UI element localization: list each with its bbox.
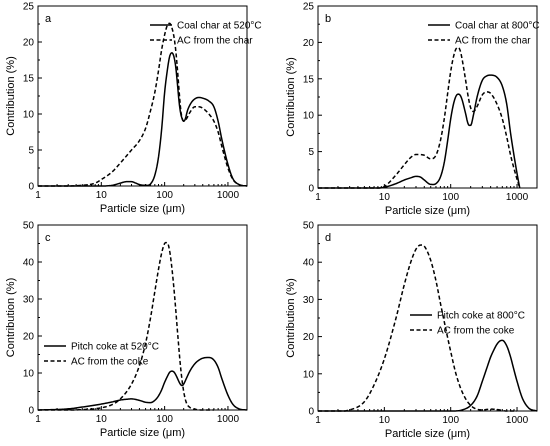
x-tick-label: 1000 xyxy=(217,414,240,425)
legend-label: AC from the coke xyxy=(71,357,149,368)
chart-panel-d: 0 10 20 30 40 50 1 10 100 1000 Particle size (μm) C… xyxy=(285,221,538,440)
x-tick-label: 100 xyxy=(156,414,173,425)
y-axis-label: Contribution (%) xyxy=(285,57,297,136)
x-axis-label: Particle size (μm) xyxy=(385,205,470,217)
chart-panel-c: 0 10 20 30 40 50 1 10 100 1000 Particle size (μm) C… xyxy=(5,221,248,439)
x-tick-label: 10 xyxy=(379,192,391,203)
series-line-solid xyxy=(37,356,248,411)
series-line-dashed xyxy=(37,22,248,187)
y-tick-label: 10 xyxy=(303,111,315,122)
x-tick-label: 1 xyxy=(35,414,41,425)
y-tick-label: 25 xyxy=(303,2,315,13)
legend-label: Pitch coke at 520°C xyxy=(71,342,159,353)
series-line-dashed xyxy=(317,244,518,412)
x-tick-label: 1 xyxy=(315,192,321,203)
x-tick-label: 100 xyxy=(442,192,459,203)
x-tick-label: 10 xyxy=(379,415,391,426)
y-axis-label: Contribution (%) xyxy=(285,278,297,357)
y-tick-label: 15 xyxy=(303,74,315,85)
y-tick-label: 0 xyxy=(28,182,34,193)
y-axis-label: Contribution (%) xyxy=(5,278,17,357)
x-axis-label: Particle size (μm) xyxy=(100,203,185,215)
x-tick-label: 100 xyxy=(442,415,459,426)
y-tick-label: 20 xyxy=(303,38,315,49)
y-tick-label: 40 xyxy=(23,258,35,269)
y-tick-label: 20 xyxy=(23,38,35,49)
y-tick-label: 0 xyxy=(308,184,314,195)
series-line-dashed xyxy=(318,46,521,189)
x-tick-label: 10 xyxy=(96,190,108,201)
y-tick-label: 15 xyxy=(23,74,35,85)
legend-label: AC from the char xyxy=(455,36,531,47)
y-tick-label: 0 xyxy=(28,406,34,417)
x-tick-label: 10 xyxy=(96,414,108,425)
x-axis-label: Particle size (μm) xyxy=(385,428,470,440)
y-tick-label: 5 xyxy=(28,146,34,157)
x-tick-label: 1000 xyxy=(217,190,240,201)
legend-label: Coal char at 520°C xyxy=(177,21,262,32)
legend-label: Coal char at 800°C xyxy=(455,21,540,32)
y-tick-label: 10 xyxy=(303,369,315,380)
y-tick-label: 20 xyxy=(23,332,35,343)
x-tick-label: 100 xyxy=(156,190,173,201)
y-tick-label: 10 xyxy=(23,110,35,121)
x-tick-label: 1000 xyxy=(506,415,529,426)
plot-frame xyxy=(37,224,248,411)
x-tick-label: 1000 xyxy=(506,192,529,203)
x-tick-label: 1 xyxy=(35,190,41,201)
y-axis-label: Contribution (%) xyxy=(5,56,17,135)
panel-label: b xyxy=(325,13,331,25)
chart-panel-b: 0 5 10 15 20 25 1 10 100 1000 Particle size (μm) Co… xyxy=(285,2,540,218)
panel-label: c xyxy=(45,232,51,244)
y-tick-label: 10 xyxy=(23,369,35,380)
legend-label: AC from the char xyxy=(177,36,253,47)
y-tick-label: 30 xyxy=(23,295,35,306)
y-tick-label: 25 xyxy=(23,2,35,13)
x-axis-label: Particle size (μm) xyxy=(100,427,185,439)
y-tick-label: 5 xyxy=(308,147,314,158)
legend-label: Pitch coke at 800°C xyxy=(437,311,525,322)
y-tick-label: 50 xyxy=(303,221,315,232)
panel-label: a xyxy=(45,13,52,25)
series-line-dashed xyxy=(37,241,214,411)
y-tick-label: 30 xyxy=(303,295,315,306)
plot-frame xyxy=(37,5,248,187)
plot-frame xyxy=(317,5,538,189)
series-line-solid xyxy=(318,339,538,412)
y-tick-label: 50 xyxy=(23,221,35,232)
y-tick-label: 20 xyxy=(303,332,315,343)
x-tick-label: 1 xyxy=(315,415,321,426)
chart-panel-a: 0 5 10 15 20 25 1 10 100 1000 Particle size (μm) Co… xyxy=(5,2,262,216)
y-tick-label: 0 xyxy=(308,407,314,418)
legend-label: AC from the coke xyxy=(437,326,515,337)
series-line-solid xyxy=(38,52,248,187)
y-tick-label: 40 xyxy=(303,258,315,269)
panel-label: d xyxy=(325,232,331,244)
